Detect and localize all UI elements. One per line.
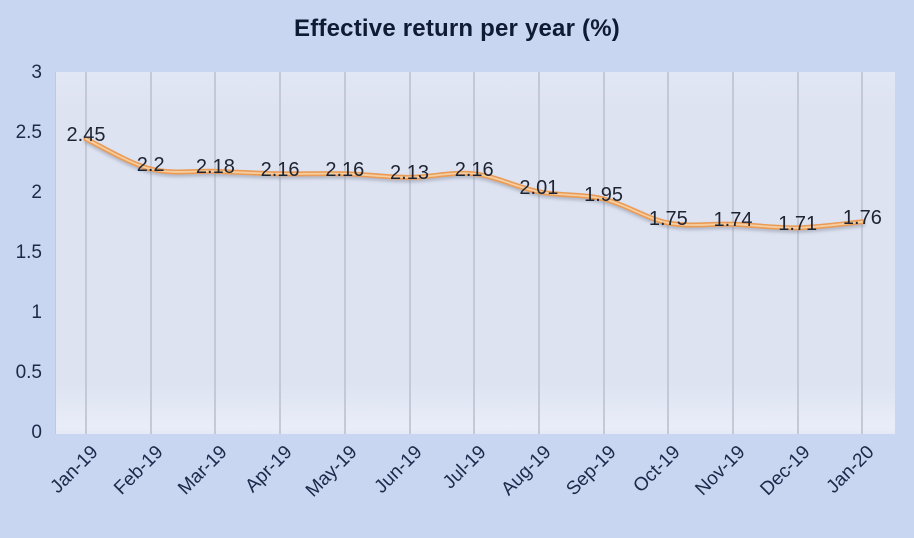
- data-label: 1.71: [778, 212, 818, 235]
- gridline: [408, 72, 411, 434]
- y-axis-tick-label: 0: [31, 422, 42, 443]
- data-label: 2.01: [519, 176, 559, 199]
- y-axis-tick-label: 2: [31, 182, 42, 203]
- data-label: 2.16: [325, 158, 365, 181]
- gridline: [279, 72, 282, 434]
- y-axis-tick-label: 0.5: [15, 362, 42, 383]
- gridline: [149, 72, 152, 434]
- data-label: 1.75: [648, 208, 688, 230]
- y-axis-tick-label: 2.5: [15, 122, 42, 143]
- series-line-highlight: [85, 138, 864, 229]
- data-label: 1.95: [584, 184, 624, 206]
- data-label: 2.18: [195, 156, 235, 179]
- data-label: 2.16: [260, 158, 300, 181]
- gridline: [861, 72, 864, 434]
- gridline: [85, 72, 87, 434]
- y-axis-tick-label: 3: [31, 62, 42, 83]
- gridline: [537, 72, 540, 434]
- plot-area: 2.45 2.2 2.18 2.16 2.16 2.13 2.16 2.01 1.95 1.75 1…: [55, 72, 895, 434]
- gridline: [732, 72, 734, 434]
- data-label: 2.45: [66, 124, 106, 146]
- y-axis-tick-label: 1: [31, 302, 42, 323]
- data-label: 1.76: [842, 206, 882, 229]
- gridline: [602, 72, 605, 434]
- line-series-svg: [83, 136, 865, 231]
- data-label: 2.13: [390, 162, 429, 185]
- gridline: [343, 72, 346, 434]
- data-label: 1.74: [713, 209, 753, 232]
- chart-title: Effective return per year (%): [294, 15, 620, 42]
- gridline: [667, 72, 670, 434]
- gridline: [214, 72, 217, 434]
- y-axis-tick-label: 1.5: [15, 242, 42, 263]
- gridline: [473, 72, 476, 434]
- data-label: 2.2: [136, 154, 165, 176]
- data-label: 2.16: [454, 158, 494, 181]
- gridline: [796, 72, 799, 434]
